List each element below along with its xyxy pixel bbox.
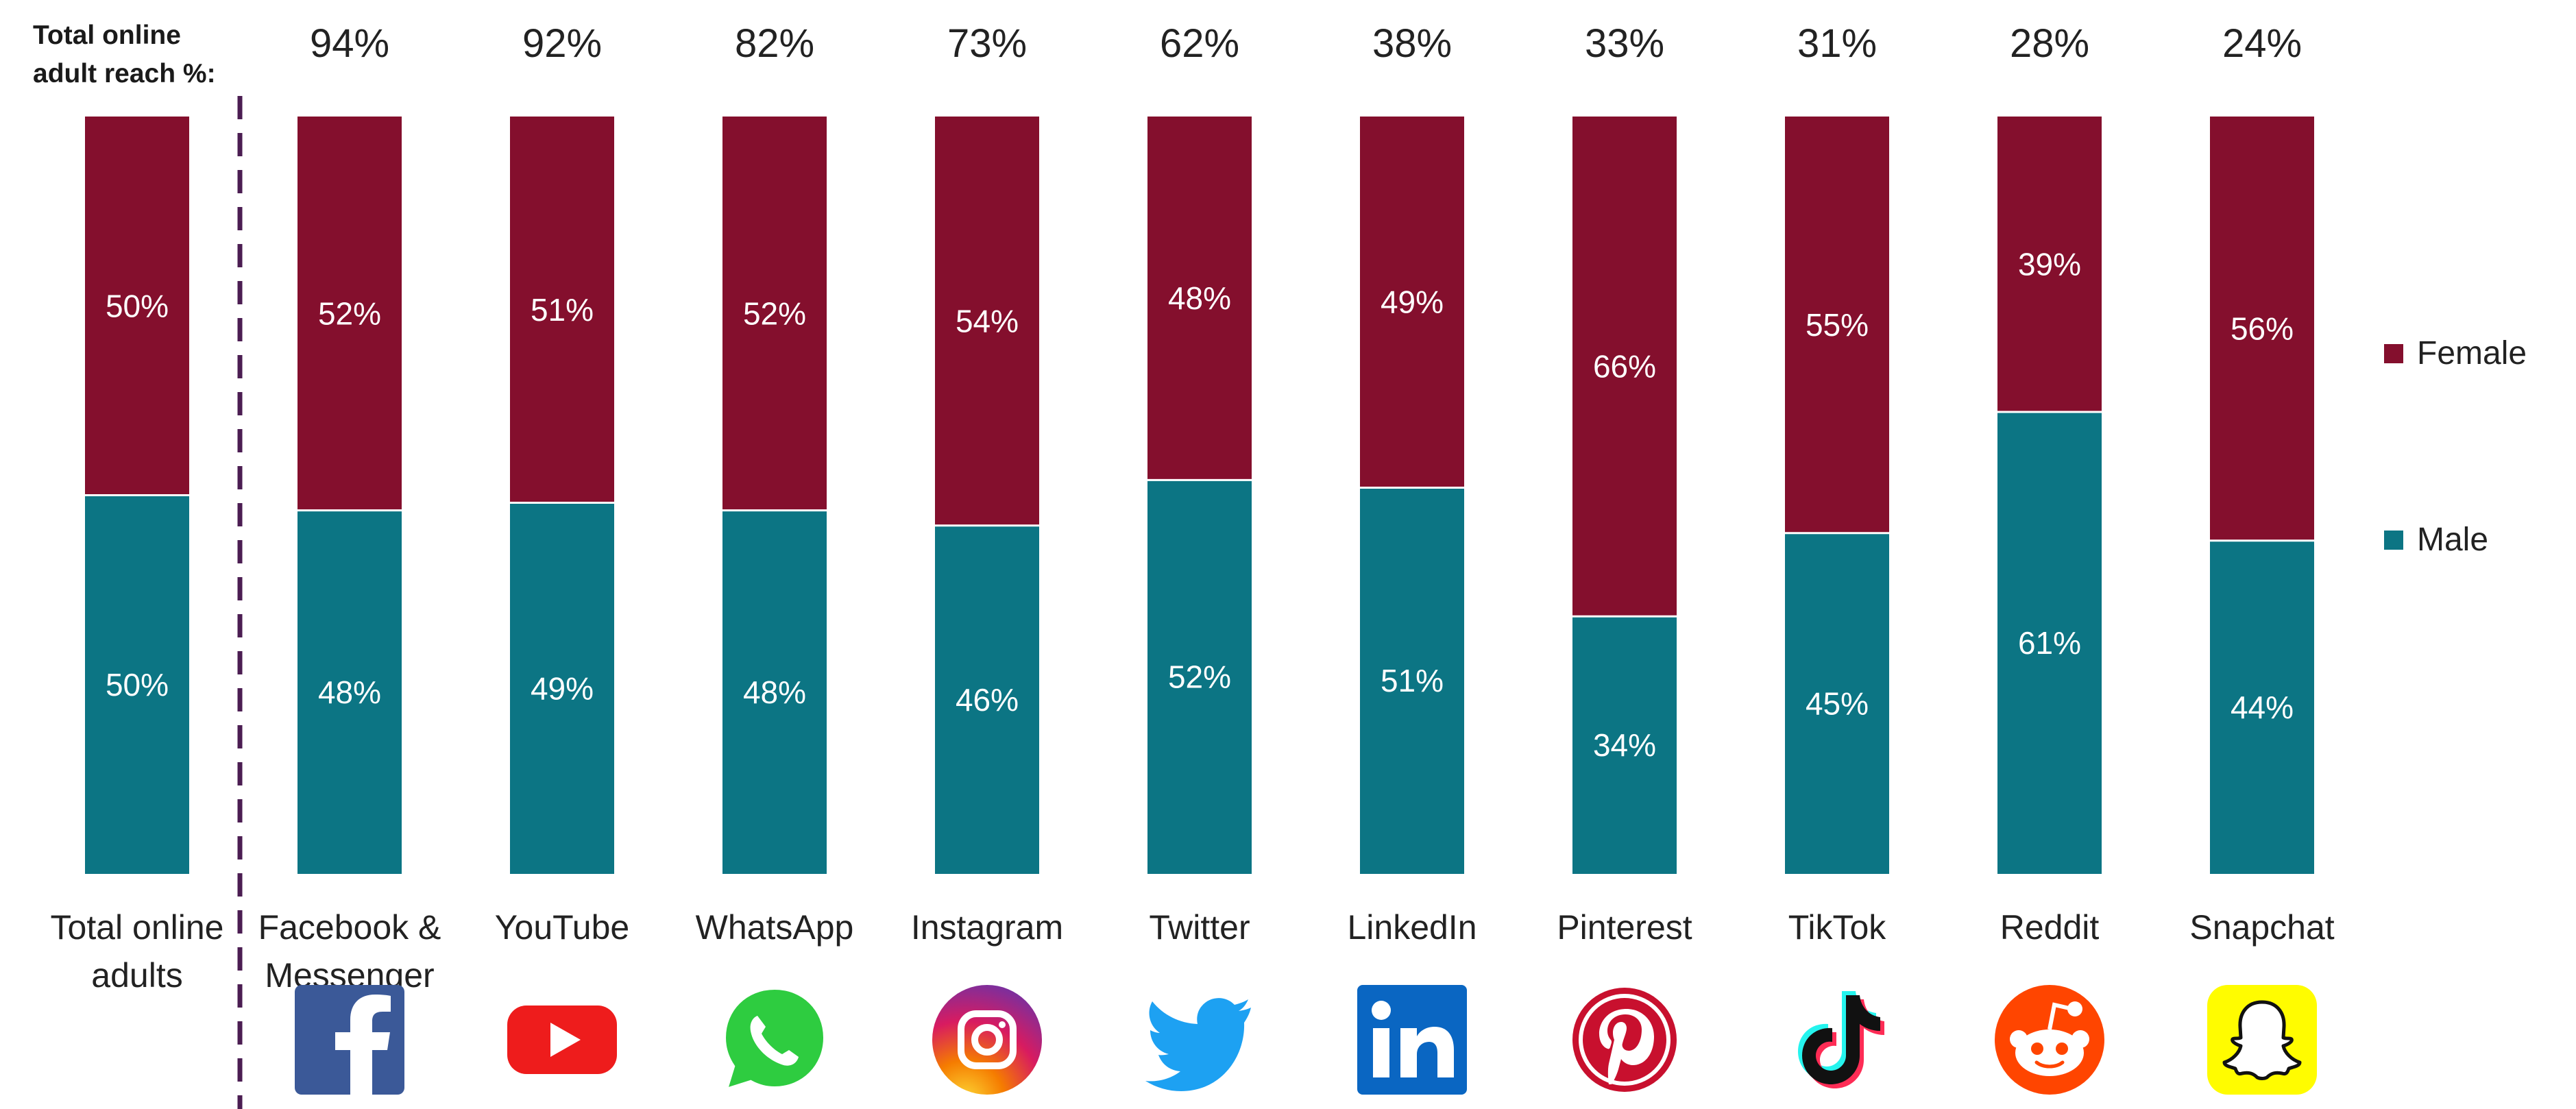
data-label-male-9: 61% (2018, 625, 2081, 661)
bar-female-4 (935, 117, 1039, 526)
bar-female-9 (1997, 117, 2102, 412)
data-label-male-1: 48% (318, 674, 381, 710)
category-label-6-line-0: LinkedIn (1347, 908, 1477, 947)
reach-value-3: 82% (734, 21, 815, 66)
category-label-10-line-0: Snapchat (2189, 908, 2335, 947)
linkedin-icon (1357, 985, 1467, 1095)
data-label-female-5: 48% (1168, 280, 1231, 316)
category-label-2: YouTube (459, 903, 665, 951)
whatsapp-icon (720, 984, 829, 1096)
category-label-5: Twitter (1097, 903, 1302, 951)
youtube-icon (507, 1006, 617, 1074)
category-label-0-line-0: Total online (50, 908, 224, 947)
bar-female-7 (1572, 117, 1677, 617)
bar-male-10 (2210, 540, 2314, 874)
pinterest-icon (1572, 988, 1677, 1092)
category-label-4: Instagram (884, 903, 1090, 951)
data-label-female-4: 54% (956, 303, 1019, 339)
category-label-7: Pinterest (1522, 903, 1727, 951)
snapchat-icon (2207, 985, 2317, 1095)
reach-value-4: 73% (947, 21, 1028, 66)
bar-male-7 (1572, 616, 1677, 874)
data-label-male-3: 48% (743, 674, 806, 710)
reddit-icon (1995, 985, 2104, 1095)
reach-value-9: 28% (2009, 21, 2090, 66)
bar-female-6 (1360, 117, 1464, 488)
data-label-male-4: 46% (956, 682, 1019, 718)
reach-value-6: 38% (1372, 21, 1453, 66)
data-label-female-7: 66% (1593, 349, 1656, 385)
bar-female-2 (510, 117, 614, 503)
data-label-male-5: 52% (1168, 659, 1231, 695)
legend-label-male: Male (2417, 522, 2489, 558)
bar-female-3 (722, 117, 827, 511)
category-label-5-line-0: Twitter (1149, 908, 1250, 947)
bar-male-2 (510, 502, 614, 874)
legend-swatch-female (2384, 343, 2403, 363)
category-label-8-line-0: TikTok (1788, 908, 1886, 947)
category-label-0: Total online adults (34, 903, 240, 999)
data-label-male-7: 34% (1593, 727, 1656, 763)
data-label-male-10: 44% (2231, 690, 2294, 725)
category-label-3: WhatsApp (672, 903, 877, 951)
category-label-7-line-0: Pinterest (1557, 908, 1692, 947)
data-label-female-2: 51% (531, 292, 594, 328)
category-label-9-line-0: Reddit (2000, 908, 2100, 947)
data-label-female-6: 49% (1381, 284, 1444, 320)
bar-male-8 (1785, 533, 1889, 874)
facebook-icon (295, 985, 404, 1095)
legend-label-female: Female (2417, 335, 2527, 371)
reach-value-10: 24% (2222, 21, 2302, 66)
data-label-female-3: 52% (743, 295, 806, 331)
reach-value-8: 31% (1797, 21, 1878, 66)
bar-male-3 (722, 510, 827, 874)
category-label-10: Snapchat (2159, 903, 2365, 951)
bar-male-4 (935, 525, 1039, 874)
category-label-6: LinkedIn (1309, 903, 1515, 951)
bar-male-1 (297, 510, 402, 874)
bars-group: 50% 50% 52% 48% 51% 49% 52% 48% 54% 46% 48% 52% 49% 5… (85, 117, 2314, 874)
data-label-female-9: 39% (2018, 246, 2081, 282)
data-label-male-6: 51% (1381, 663, 1444, 698)
bar-male-5 (1147, 480, 1252, 874)
bar-female-10 (2210, 117, 2314, 541)
category-label-8: TikTok (1734, 903, 1940, 951)
reach-value-2: 92% (522, 21, 603, 66)
bar-male-9 (1997, 411, 2102, 874)
category-label-4-line-0: Instagram (910, 908, 1064, 947)
data-label-male-0: 50% (106, 667, 169, 703)
data-label-male-2: 49% (531, 670, 594, 706)
category-label-2-line-0: YouTube (494, 908, 630, 947)
category-label-9: Reddit (1947, 903, 2152, 951)
category-label-0-line-1: adults (91, 956, 183, 995)
reach-title: Total online adult reach %: (33, 16, 216, 93)
reach-title-line-1: Total online (33, 21, 181, 50)
twitter-icon (1145, 998, 1251, 1091)
data-label-female-8: 55% (1806, 307, 1869, 343)
bar-male-6 (1360, 487, 1464, 874)
data-label-female-10: 56% (2231, 310, 2294, 346)
category-label-3-line-0: WhatsApp (695, 908, 854, 947)
bar-female-1 (297, 117, 402, 511)
data-label-female-0: 50% (106, 288, 169, 324)
bar-male-0 (85, 495, 189, 874)
reach-value-1: 94% (309, 21, 390, 66)
legend-item-female: Female (2384, 334, 2527, 372)
category-label-1-line-0: Facebook & (258, 908, 441, 947)
bar-female-8 (1785, 117, 1889, 533)
tiktok-icon (1798, 991, 1884, 1088)
reach-title-line-2: adult reach %: (33, 59, 216, 88)
data-label-male-8: 45% (1806, 685, 1869, 721)
data-label-female-1: 52% (318, 295, 381, 331)
reach-value-5: 62% (1159, 21, 1240, 66)
bar-female-5 (1147, 117, 1252, 480)
instagram-icon (932, 985, 1042, 1095)
reach-value-7: 33% (1584, 21, 1665, 66)
legend-swatch-male (2384, 530, 2403, 550)
bar-female-0 (85, 117, 189, 496)
legend-item-male: Male (2384, 521, 2488, 559)
